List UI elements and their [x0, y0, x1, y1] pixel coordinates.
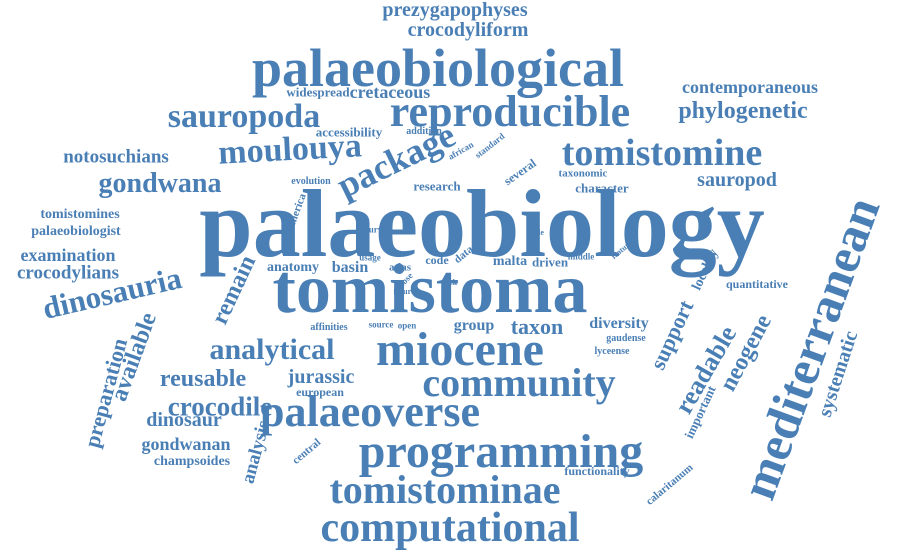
word-standard: standard	[473, 131, 507, 161]
word-group: group	[453, 317, 495, 334]
word-gondwanan: gondwanan	[141, 434, 231, 454]
word-driven: driven	[531, 254, 569, 270]
word-central: central	[290, 436, 324, 467]
word-analysis: analysis	[237, 418, 275, 486]
word-community: community	[422, 360, 616, 405]
word-clade: clade	[526, 228, 544, 237]
word-sauropoda: sauropoda	[167, 98, 321, 135]
word-tomistoma: tomistoma	[272, 251, 588, 328]
word-palaeobiologist: palaeobiologist	[31, 224, 121, 239]
word-gondwana: gondwana	[98, 168, 222, 199]
word-computational: computational	[320, 505, 580, 551]
word-quantitative: quantitative	[725, 277, 789, 291]
word-anatomy: anatomy	[266, 260, 320, 275]
word-basin: basin	[331, 259, 369, 276]
word-evolution: evolution	[291, 176, 331, 187]
word-examination: examination	[20, 245, 116, 265]
word-gaudense: gaudense	[606, 333, 646, 344]
word-calaritanum: calaritanum	[643, 461, 696, 508]
word-diversity: diversity	[589, 315, 649, 332]
word-reusable: reusable	[159, 366, 247, 392]
word-tomistomine: tomistomine	[561, 132, 763, 174]
word-malta: malta	[492, 254, 528, 269]
word-survey: survey	[365, 224, 391, 235]
word-middle: middle	[567, 251, 595, 262]
word-crocodile: crocodile	[167, 391, 273, 422]
word-crocodyliform: crocodyliform	[407, 19, 529, 41]
word-tomistomines: tomistomines	[40, 207, 120, 222]
word-prezygapophyses: prezygapophyses	[382, 0, 528, 21]
word-palaeoverse: palaeoverse	[260, 387, 480, 436]
word-atlas: atlas	[389, 261, 411, 274]
word-tomistominae: tomistominae	[329, 467, 561, 512]
word-dinosaur: dinosaur	[146, 409, 222, 431]
word-future: future	[393, 287, 415, 296]
word-contemporaneous: contemporaneous	[682, 77, 818, 97]
word-notosuchians: notosuchians	[63, 146, 169, 168]
word-jurassic: jurassic	[287, 366, 355, 388]
word-support: support	[644, 296, 699, 374]
word-lyceense: lyceense	[594, 346, 630, 357]
word-european: european	[296, 385, 344, 399]
word-lack: lack	[442, 278, 458, 287]
word-miocene: miocene	[376, 323, 544, 376]
word-crocodylians: crocodylians	[16, 262, 120, 284]
word-accessibility: accessibility	[315, 124, 383, 140]
word-sauropod: sauropod	[697, 169, 777, 191]
word-taxon: taxon	[510, 314, 564, 339]
word-palaeobiology: palaeobiology	[199, 170, 765, 277]
word-usage: usage	[359, 252, 381, 263]
word-programming: programming	[358, 425, 644, 478]
word-research: research	[413, 178, 461, 194]
word-palaeobiological: palaeobiological	[251, 38, 625, 98]
word-reproducible: reproducible	[389, 87, 631, 136]
word-affinities: affinities	[310, 322, 348, 333]
word-source: source	[368, 319, 394, 330]
word-taxonomic: taxonomic	[558, 167, 608, 180]
word-open: open	[397, 320, 417, 331]
word-addition: addition	[406, 126, 442, 137]
word-code: code	[425, 253, 449, 267]
word-champsoides: champsoides	[153, 454, 231, 469]
word-analytical: analytical	[209, 333, 335, 366]
word-phylogenetic: phylogenetic	[678, 98, 808, 124]
word-functionality: functionality	[564, 464, 630, 478]
word-cretaceous: cretaceous	[349, 82, 431, 102]
word-widespread: widespread	[286, 84, 350, 100]
word-character: character	[575, 180, 629, 196]
